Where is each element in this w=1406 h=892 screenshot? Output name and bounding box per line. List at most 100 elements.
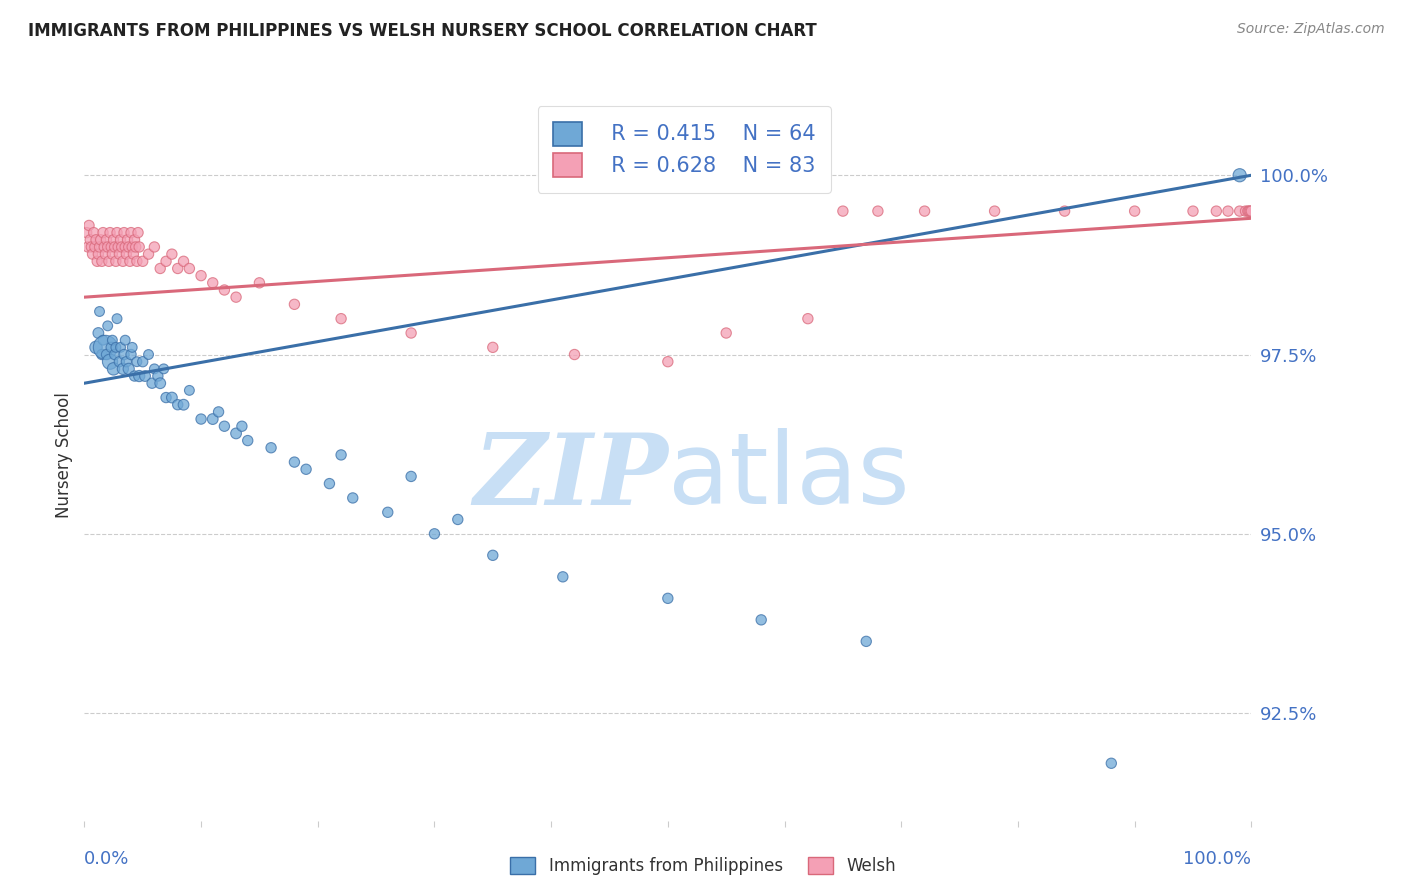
Text: atlas: atlas [668, 428, 910, 525]
Point [146, 369, 169, 384]
Point [143, 362, 166, 376]
Point [260, 441, 283, 455]
Point [76, 240, 98, 254]
Text: ZIP: ZIP [472, 429, 668, 525]
Point [114, 333, 136, 347]
Point [330, 448, 353, 462]
Point [749, 613, 772, 627]
Point [105, 226, 128, 240]
Point [797, 311, 820, 326]
Point [657, 591, 679, 606]
Point [83, 226, 105, 240]
Point [1181, 204, 1204, 219]
Point [101, 247, 124, 261]
Point [97, 240, 120, 254]
Point [110, 340, 132, 354]
Point [173, 398, 195, 412]
Point [111, 362, 134, 376]
Point [399, 326, 422, 340]
Point [117, 233, 139, 247]
Point [112, 347, 135, 361]
Point [79, 233, 101, 247]
Point [87, 247, 110, 261]
Legend:   R = 0.415    N = 64,   R = 0.628    N = 83: R = 0.415 N = 64, R = 0.628 N = 83 [537, 106, 831, 193]
Point [128, 240, 150, 254]
Point [1229, 168, 1251, 182]
Point [249, 276, 271, 290]
Point [295, 462, 318, 476]
Point [125, 354, 148, 368]
Point [120, 347, 142, 361]
Point [125, 240, 148, 254]
Point [118, 362, 141, 376]
Point [103, 233, 125, 247]
Point [96, 347, 118, 361]
Point [124, 233, 146, 247]
Point [89, 240, 111, 254]
Point [214, 419, 236, 434]
Point [107, 240, 129, 254]
Point [121, 240, 143, 254]
Point [90, 254, 112, 268]
Point [657, 354, 679, 368]
Point [104, 340, 127, 354]
Point [173, 254, 195, 268]
Point [551, 570, 574, 584]
Point [155, 254, 177, 268]
Point [128, 369, 150, 384]
Point [225, 426, 247, 441]
Point [152, 362, 174, 376]
Point [1237, 204, 1260, 219]
Point [91, 333, 114, 347]
Point [96, 233, 118, 247]
Text: 100.0%: 100.0% [1184, 850, 1251, 868]
Point [127, 226, 149, 240]
Point [1099, 756, 1122, 771]
Point [377, 505, 399, 519]
Point [84, 340, 107, 354]
Point [132, 354, 155, 368]
Point [132, 254, 155, 268]
Point [155, 391, 177, 405]
Point [1234, 204, 1257, 219]
Y-axis label: Nursery School: Nursery School [55, 392, 73, 518]
Point [855, 634, 877, 648]
Point [138, 247, 160, 261]
Point [330, 311, 353, 326]
Point [179, 384, 201, 398]
Point [716, 326, 738, 340]
Point [149, 261, 172, 276]
Point [111, 254, 134, 268]
Point [149, 376, 172, 391]
Point [342, 491, 364, 505]
Point [84, 233, 107, 247]
Point [90, 233, 112, 247]
Point [105, 311, 128, 326]
Point [481, 549, 505, 563]
Point [1123, 204, 1146, 219]
Point [231, 419, 253, 434]
Point [423, 526, 446, 541]
Point [91, 226, 114, 240]
Point [97, 254, 120, 268]
Point [866, 204, 889, 219]
Point [1053, 204, 1076, 219]
Point [1205, 204, 1227, 219]
Point [283, 297, 305, 311]
Point [1216, 204, 1239, 219]
Point [447, 512, 470, 526]
Point [94, 247, 117, 261]
Point [77, 219, 100, 233]
Point [118, 254, 141, 268]
Point [166, 261, 188, 276]
Point [80, 240, 103, 254]
Point [111, 240, 134, 254]
Point [160, 247, 183, 261]
Point [93, 240, 115, 254]
Point [983, 204, 1005, 219]
Point [89, 304, 111, 318]
Point [564, 347, 586, 361]
Point [114, 240, 136, 254]
Point [82, 247, 104, 261]
Point [108, 354, 131, 368]
